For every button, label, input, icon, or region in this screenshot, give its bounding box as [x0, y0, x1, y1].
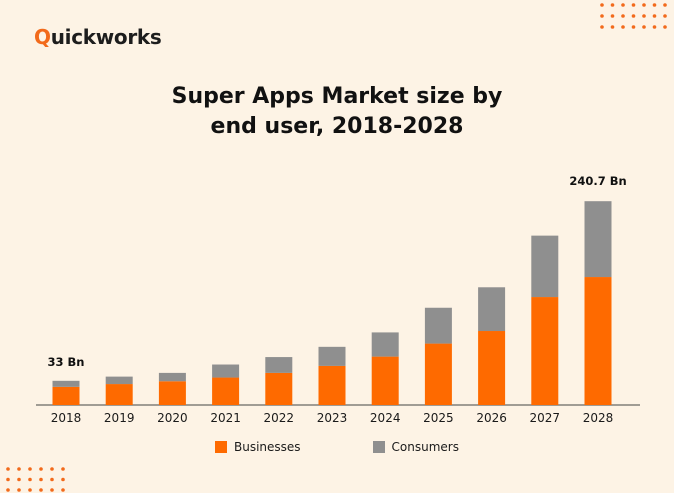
decorative-dot [621, 3, 625, 7]
decorative-dot [61, 467, 65, 471]
decorative-dot [610, 3, 615, 7]
decorative-dot [621, 25, 625, 29]
decorative-dot [61, 488, 65, 492]
x-tick-label: 2023 [317, 411, 348, 425]
bar-businesses-2023 [318, 365, 346, 405]
decorative-dot [610, 14, 615, 18]
bar-consumers-2025 [424, 307, 452, 344]
decorative-dot [600, 25, 604, 29]
legend-label-businesses: Businesses [233, 440, 301, 454]
decorative-dot [50, 488, 54, 492]
bar-businesses-2024 [371, 356, 399, 405]
x-tick-label: 2028 [583, 411, 614, 425]
decorative-dot [61, 477, 65, 482]
bar-businesses-2019 [105, 384, 133, 405]
logo-text: uickworks [50, 25, 162, 49]
decorative-dot [663, 14, 667, 18]
x-tick-label: 2018 [51, 411, 82, 425]
decorative-dot [28, 477, 32, 482]
decorative-dot [600, 14, 604, 18]
legend-label-consumers: Consumers [391, 440, 459, 454]
decorative-dot [50, 467, 54, 471]
decorative-dot [28, 467, 32, 471]
decorative-dot [610, 25, 615, 29]
decorative-dot-grid-top-right [600, 3, 667, 29]
x-tick-label: 2020 [157, 411, 188, 425]
x-tick-label: 2022 [264, 411, 295, 425]
bar-consumers-2024 [371, 332, 399, 357]
legend-item-consumers: Consumers [372, 440, 459, 454]
x-tick-label: 2026 [476, 411, 507, 425]
x-tick-label: 2027 [530, 411, 561, 425]
bar-businesses-2025 [424, 343, 452, 405]
chart-title-line-1: Super Apps Market size by [171, 84, 503, 109]
decorative-dot-grid-bottom-left [6, 467, 65, 492]
decorative-dot [652, 25, 657, 29]
decorative-dot [631, 25, 636, 29]
decorative-dot [17, 477, 21, 482]
decorative-dot [652, 3, 657, 7]
bar-businesses-2021 [212, 377, 240, 405]
decorative-dot [642, 3, 646, 7]
decorative-dot [39, 488, 43, 492]
decorative-dot [642, 14, 646, 18]
bar-consumers-2028 [584, 201, 612, 278]
decorative-dot [17, 467, 21, 471]
decorative-dot [6, 477, 10, 482]
decorative-dot [600, 3, 604, 7]
legend-swatch-consumers [372, 441, 385, 453]
bar-consumers-2026 [478, 287, 506, 332]
logo-q-letter: Q [34, 25, 51, 49]
bar-businesses-2018 [52, 386, 80, 405]
bar-consumers-2027 [531, 235, 559, 298]
bar-consumers-2020 [158, 372, 186, 382]
decorative-dot [6, 488, 10, 492]
decorative-dot [6, 467, 10, 471]
decorative-dot [642, 25, 646, 29]
bar-consumers-2022 [265, 357, 293, 373]
data-label-2028: 240.7 Bn [569, 174, 626, 188]
bar-consumers-2023 [318, 346, 346, 366]
chart-title-line-2: end user, 2018-2028 [210, 114, 464, 139]
decorative-dot [663, 25, 667, 29]
decorative-dot [39, 477, 43, 482]
decorative-dot [663, 3, 667, 7]
bar-businesses-2026 [478, 331, 506, 405]
bar-businesses-2027 [531, 297, 559, 405]
legend-swatch-businesses [214, 441, 227, 453]
x-tick-label: 2025 [423, 411, 454, 425]
decorative-dot [631, 3, 636, 7]
bar-consumers-2021 [212, 364, 240, 378]
data-label-2018: 33 Bn [48, 355, 85, 369]
x-tick-label: 2024 [370, 411, 401, 425]
x-tick-label: 2019 [104, 411, 135, 425]
chart-legend: Businesses Consumers [0, 440, 674, 454]
bar-businesses-2028 [584, 277, 612, 405]
decorative-dot [631, 14, 636, 18]
decorative-dot [652, 14, 657, 18]
decorative-dot [621, 14, 625, 18]
legend-item-businesses: Businesses [214, 440, 301, 454]
decorative-dot [50, 477, 54, 482]
decorative-dot [39, 467, 43, 471]
decorative-dot [28, 488, 32, 492]
bar-businesses-2020 [158, 381, 186, 405]
bar-businesses-2022 [265, 372, 293, 405]
stacked-bar-chart: 2018 33 Bn 2019 2020 2021 2022 2023 2024 2025 202… [36, 174, 640, 425]
x-tick-label: 2021 [210, 411, 241, 425]
chart-title: Super Apps Market size by end user, 2018… [0, 82, 674, 142]
bar-consumers-2019 [105, 376, 133, 385]
decorative-dot [17, 488, 21, 492]
quickworks-logo: Quickworks [34, 25, 162, 49]
bar-consumers-2018 [52, 380, 80, 387]
